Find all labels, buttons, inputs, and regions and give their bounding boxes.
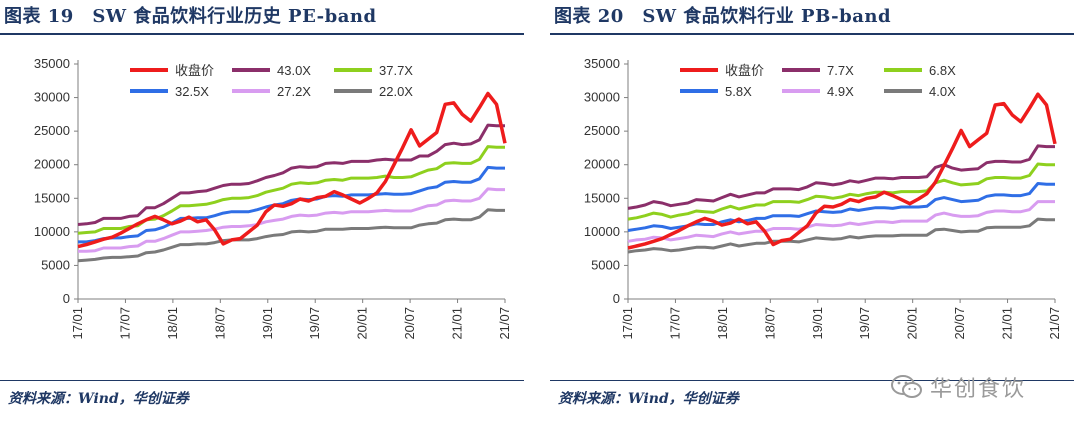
legend-label: 43.0X	[277, 63, 311, 78]
x-tick-label: 20/07	[952, 307, 967, 340]
series-line-收盘价	[77, 91, 507, 249]
series-line-4.9X	[627, 200, 1055, 243]
title-divider	[0, 33, 524, 35]
y-tick-label: 35000	[34, 56, 70, 71]
x-tick-label: 18/01	[165, 307, 180, 340]
chart-title: 图表 19 SW 食品饮料行业历史 PE-band	[4, 6, 377, 27]
y-tick-label: 5000	[41, 257, 70, 272]
x-tick-label: 18/07	[762, 307, 777, 340]
legend-label: 32.5X	[175, 84, 209, 99]
x-tick-label: 21/01	[450, 307, 465, 340]
title-divider	[550, 33, 1074, 35]
x-tick-label: 19/07	[857, 307, 872, 340]
y-tick-label: 10000	[34, 224, 70, 239]
y-tick-label: 30000	[34, 90, 70, 105]
y-tick-label: 25000	[34, 123, 70, 138]
series-line-7.7X	[627, 144, 1055, 210]
chart-title: 图表 20 SW 食品饮料行业 PB-band	[554, 6, 892, 27]
y-tick-label: 5000	[591, 257, 620, 272]
series-line-5.8X	[627, 182, 1055, 232]
watermark: 华创食饮	[890, 372, 1075, 402]
legend-label: 收盘价	[175, 63, 214, 78]
series-line-43.0X	[77, 123, 505, 226]
legend-label: 7.7X	[827, 63, 854, 78]
source-note: 资料来源：Wind，华创证券	[8, 391, 189, 407]
legend-label: 22.0X	[379, 84, 413, 99]
y-tick-label: 15000	[584, 190, 620, 205]
y-tick-label: 35000	[584, 56, 620, 71]
wechat-icon	[891, 375, 922, 398]
series-line-27.2X	[78, 187, 505, 253]
x-tick-label: 18/01	[715, 307, 730, 340]
legend-label: 收盘价	[725, 63, 764, 78]
x-tick-label: 19/07	[307, 307, 322, 340]
series-line-6.8X	[627, 162, 1055, 221]
x-tick-label: 21/01	[1000, 307, 1015, 340]
y-tick-label: 20000	[584, 157, 620, 172]
y-tick-label: 0	[63, 291, 70, 306]
x-tick-label: 20/01	[905, 307, 920, 340]
series-line-32.5X	[78, 165, 505, 244]
y-tick-label: 20000	[34, 157, 70, 172]
y-tick-label: 0	[613, 291, 620, 306]
x-tick-label: 19/01	[810, 307, 825, 340]
legend-label: 6.8X	[929, 63, 956, 78]
pe-band-chart: 0 5000 10000 15000 20000 25000 30000 35000 17/01…	[34, 56, 512, 340]
legend-label: 4.0X	[929, 84, 956, 99]
x-tick-label: 17/07	[667, 307, 682, 340]
source-divider	[550, 380, 1074, 381]
x-tick-label: 19/01	[260, 307, 275, 340]
chart-panel-pb-band: 图表 20 SW 食品饮料行业 PB-band 0 5000 10000 15000 2…	[550, 0, 1080, 431]
y-tick-label: 30000	[584, 90, 620, 105]
x-tick-label: 20/07	[402, 307, 417, 340]
x-tick-label: 21/07	[1047, 307, 1062, 340]
x-tick-label: 18/07	[212, 307, 227, 340]
legend-label: 37.7X	[379, 63, 413, 78]
series-line-收盘价	[627, 92, 1057, 250]
source-note: 资料来源：Wind，华创证券	[558, 391, 739, 407]
y-tick-label: 25000	[584, 123, 620, 138]
legend-label: 27.2X	[277, 84, 311, 99]
legend-label: 5.8X	[725, 84, 752, 99]
source-divider	[0, 380, 524, 381]
x-tick-label: 21/07	[497, 307, 512, 340]
y-tick-label: 10000	[584, 224, 620, 239]
y-tick-label: 15000	[34, 190, 70, 205]
x-tick-label: 17/07	[117, 307, 132, 340]
series-line-4.0X	[627, 217, 1055, 254]
watermark-text: 华创食饮	[930, 377, 1027, 402]
pb-band-chart: 0 5000 10000 15000 20000 25000 30000 35000 17/01…	[584, 56, 1062, 340]
x-tick-label: 20/01	[355, 307, 370, 340]
x-tick-label: 17/01	[620, 307, 635, 340]
series-line-22.0X	[77, 208, 505, 263]
chart-panel-pe-band: 图表 19 SW 食品饮料行业历史 PE-band 0 5000 10000 1500…	[0, 0, 530, 431]
x-tick-label: 17/01	[70, 307, 85, 340]
legend-label: 4.9X	[827, 84, 854, 99]
